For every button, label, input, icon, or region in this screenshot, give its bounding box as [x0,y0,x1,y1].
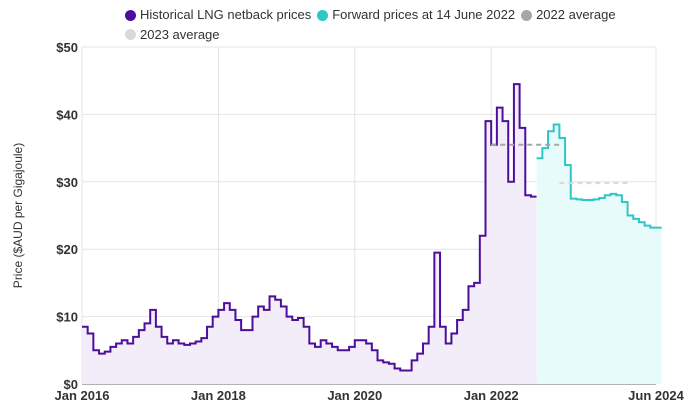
x-tick-label: Jan 2016 [55,388,110,403]
series-line-0 [82,83,537,372]
legend: Historical LNG netback prices Forward pri… [125,6,685,45]
y-tick-label: $0 [64,377,78,392]
legend-label: Historical LNG netback prices [140,7,312,22]
y-tick-label: $30 [56,175,78,190]
y-tick-label: $10 [56,310,78,325]
series-line-1 [536,123,662,229]
legend-swatch [317,9,329,21]
legend-label: 2023 average [140,26,220,42]
legend-label: Forward prices at 14 June 2022 [332,7,516,22]
y-tick-label: $50 [56,40,78,55]
y-axis-label: Price ($AUD per Gigajoule) [11,143,25,288]
legend-item: Historical LNG netback prices [125,6,311,24]
legend-item: 2022 average [521,6,616,24]
legend-swatch [521,9,533,21]
series-area-0 [82,84,537,384]
x-tick-label: Jan 2022 [464,388,519,403]
y-tick-label: $20 [56,242,78,257]
legend-item: Forward prices at 14 June 2022 [317,6,515,24]
x-tick-label: Jun 2024 [628,388,684,403]
x-tick-label: Jan 2018 [191,388,246,403]
y-tick-label: $40 [56,107,78,122]
legend-swatch [125,9,136,21]
legend-swatch [125,29,136,40]
legend-label: 2022 average [536,7,616,22]
legend-item: 2023 average [125,26,220,44]
x-tick-label: Jan 2020 [327,388,382,403]
series-area-1 [536,124,662,384]
